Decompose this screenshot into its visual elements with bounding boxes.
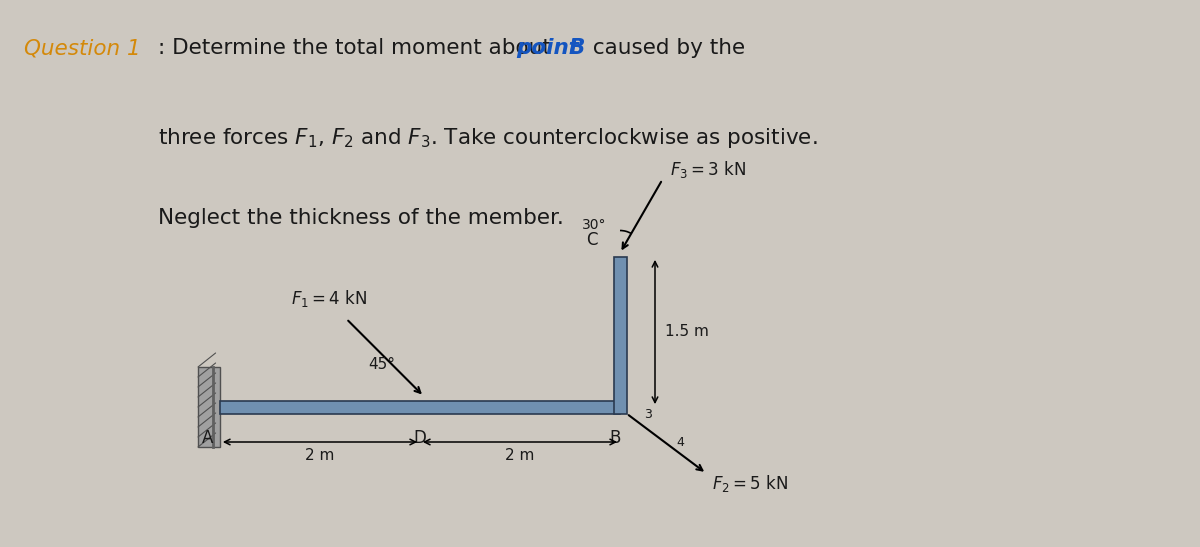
- Text: $F_1=4$ kN: $F_1=4$ kN: [292, 288, 367, 309]
- Bar: [220, 400, 620, 414]
- Text: $F_2=5$ kN: $F_2=5$ kN: [712, 473, 787, 493]
- Text: point: point: [516, 38, 587, 59]
- Text: Question 1: Question 1: [24, 38, 140, 59]
- Text: 30°: 30°: [582, 218, 606, 232]
- Text: 1.5 m: 1.5 m: [665, 324, 709, 340]
- Text: three forces $F_1$, $F_2$ and $F_3$. Take counterclockwise as positive.: three forces $F_1$, $F_2$ and $F_3$. Tak…: [158, 126, 818, 150]
- Text: A: A: [203, 429, 214, 447]
- Text: B: B: [610, 429, 620, 447]
- Text: caused by the: caused by the: [586, 38, 745, 59]
- Text: 3: 3: [644, 408, 653, 421]
- Text: $F_3=3$ kN: $F_3=3$ kN: [671, 159, 746, 181]
- Bar: [198, 367, 220, 447]
- Text: : Determine the total moment about: : Determine the total moment about: [158, 38, 558, 59]
- Text: C: C: [587, 231, 598, 249]
- Text: 45°: 45°: [368, 357, 395, 372]
- Text: Neglect the thickness of the member.: Neglect the thickness of the member.: [158, 208, 564, 228]
- Text: 2 m: 2 m: [305, 448, 335, 463]
- Text: 4: 4: [677, 435, 684, 449]
- Text: D: D: [414, 429, 426, 447]
- Text: B: B: [569, 38, 586, 59]
- Bar: [613, 257, 626, 414]
- Text: 2 m: 2 m: [505, 448, 535, 463]
